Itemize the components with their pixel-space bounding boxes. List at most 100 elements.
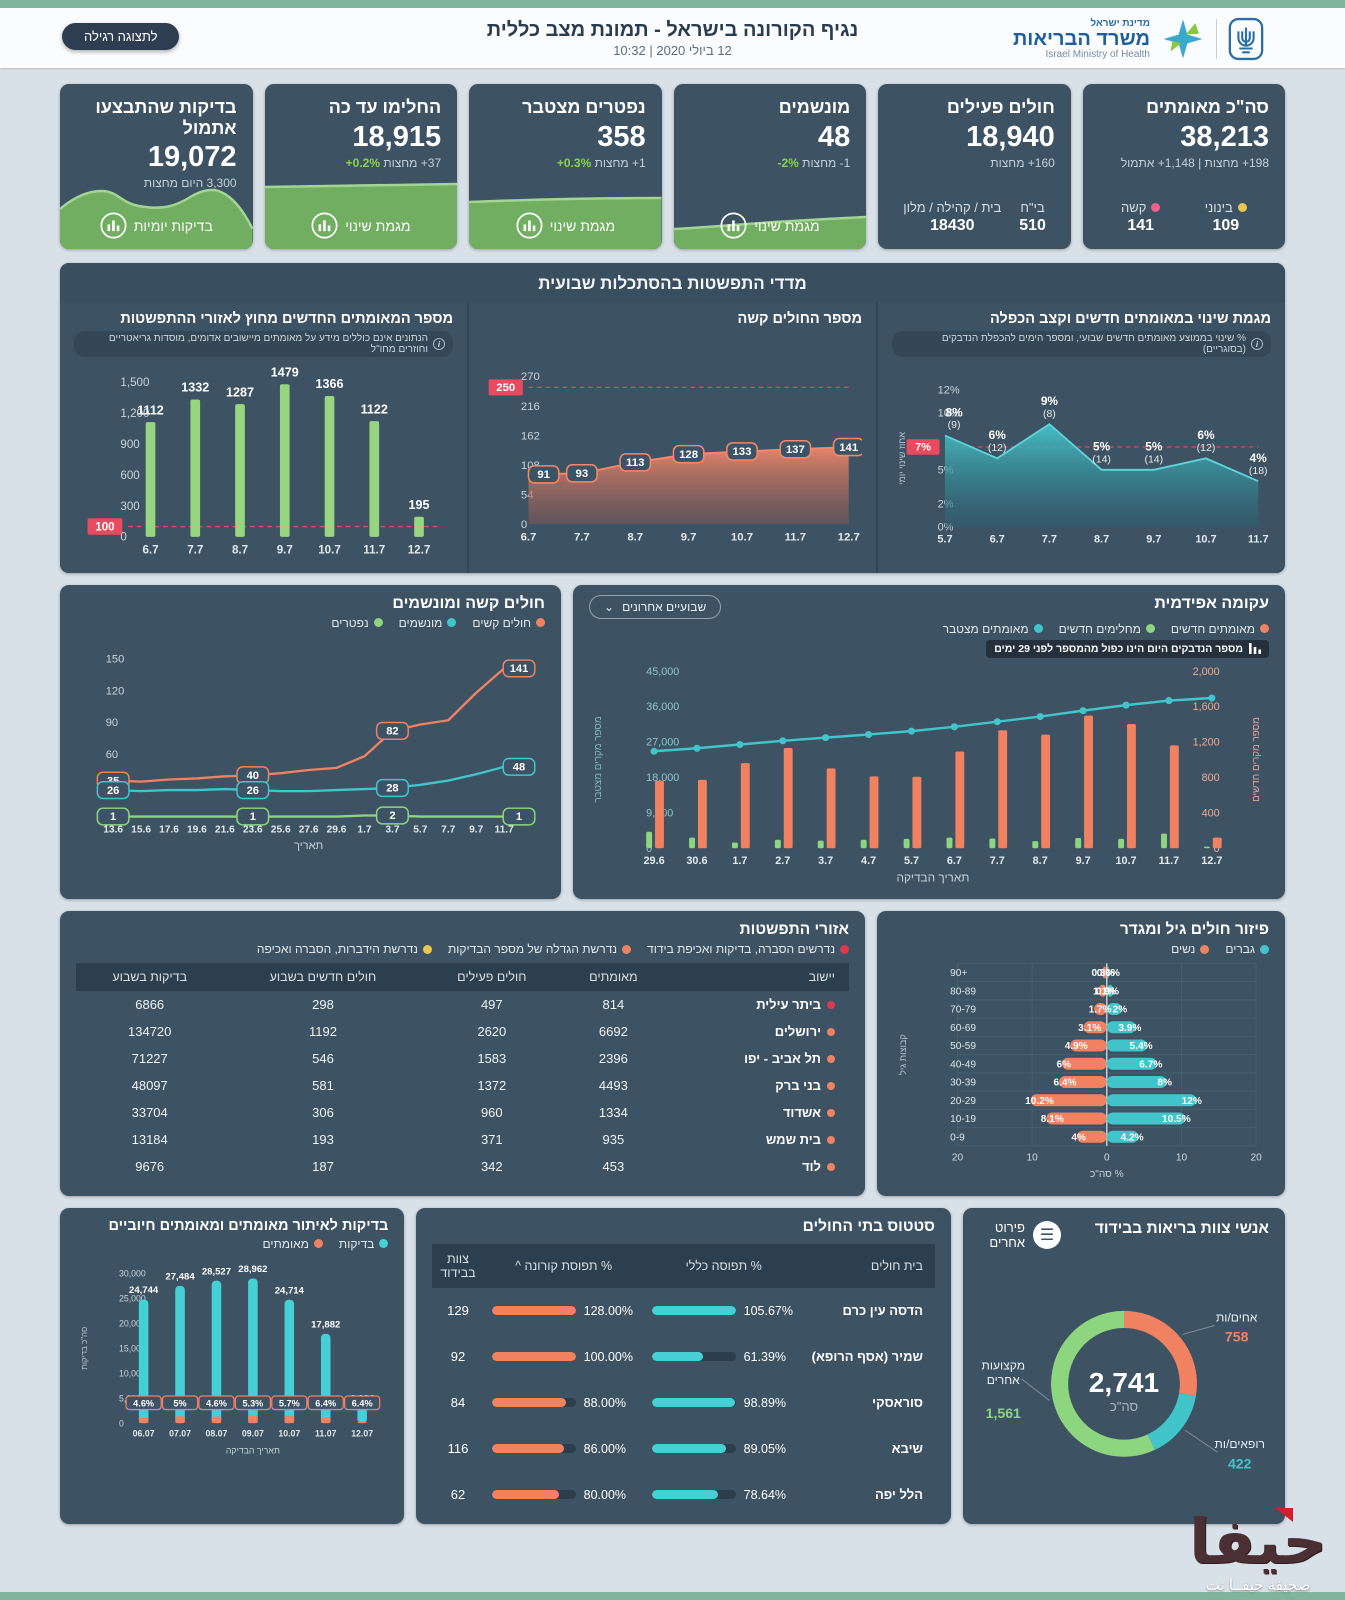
- trend-button[interactable]: מגמת שינוי: [265, 212, 458, 239]
- legend-item: מונשמים: [399, 616, 457, 630]
- svg-text:17.6: 17.6: [159, 824, 179, 835]
- svg-text:162: 162: [521, 430, 540, 442]
- svg-text:+90: +90: [950, 968, 967, 979]
- svg-text:120: 120: [106, 685, 125, 697]
- svg-text:133: 133: [733, 446, 752, 458]
- svg-text:1,200: 1,200: [120, 407, 149, 420]
- svg-text:מספר מקרים מצטבר: מספר מקרים מצטבר: [593, 717, 604, 803]
- svg-text:10: 10: [1176, 1153, 1188, 1164]
- kpi-card-recovered: החלימו עד כה 18,915 ‎+37‎ מחצות ‎+0.2% מגמת…: [264, 84, 458, 249]
- chart-title: חולים קשה ומונשמים: [392, 594, 545, 612]
- table-header[interactable]: מאומתים: [561, 963, 666, 992]
- table-header[interactable]: חולים חדשים בשבוע: [223, 963, 423, 992]
- svg-text:קבוצות גיל: קבוצות גיל: [898, 1034, 908, 1075]
- table-header[interactable]: בית חולים: [803, 1243, 935, 1288]
- ministry-logo: מדינת ישראל משרד הבריאות Israel Ministry…: [1013, 16, 1265, 62]
- table-header[interactable]: % תפוסה כללי: [643, 1243, 804, 1288]
- chart-svg: 1,500 1,200 900 600 300 100 0 1112 6.7 1332 7.7 128…: [87, 366, 442, 556]
- chart-title: אנשי צוות בריאות בבידוד: [1094, 1219, 1269, 1237]
- kpi-delta: 3,300 היום מחצות: [143, 176, 237, 191]
- svg-text:(9): (9): [948, 419, 961, 431]
- kpi-stat: קשה 141: [1121, 200, 1161, 235]
- svg-text:9.7: 9.7: [681, 531, 697, 543]
- svg-text:21.6: 21.6: [215, 824, 235, 835]
- table-header[interactable]: % תפוסת קורונה ^: [483, 1243, 644, 1288]
- svg-text:4.6%: 4.6%: [133, 1398, 154, 1408]
- page-title: נגיף הקורונה בישראל - תמונת מצב כללית: [486, 18, 859, 41]
- status-dot: [827, 1163, 835, 1172]
- svg-text:6.7%: 6.7%: [1139, 1060, 1162, 1071]
- legend-item: נדרשת הידברות, הסברה ואכיפה: [257, 942, 432, 956]
- svg-text:4%: 4%: [1071, 1132, 1086, 1143]
- status-dot: [827, 1001, 835, 1010]
- svg-text:8.7: 8.7: [1033, 855, 1048, 867]
- detail-others-button[interactable]: ☰ פירוט אחרים: [979, 1220, 1061, 1251]
- svg-text:10.5%: 10.5%: [1162, 1114, 1191, 1125]
- svg-text:27,484: 27,484: [165, 1271, 195, 1282]
- kpi-stat: בי"ח 510: [1019, 200, 1046, 234]
- svg-text:13.6: 13.6: [103, 824, 123, 835]
- occupancy-bar: [651, 1444, 736, 1454]
- table-row: ירושלים 6692 2620 1192 134720: [76, 1018, 849, 1045]
- svg-text:0.9%: 0.9%: [1096, 987, 1119, 998]
- legend-dot: [1260, 624, 1269, 634]
- legend-dot: [1033, 624, 1043, 634]
- status-dot: [1151, 203, 1161, 212]
- svg-text:6%: 6%: [1056, 1060, 1071, 1071]
- kpi-card-tests: בדיקות שהתבצעו אתמול 19,072 3,300 היום מחצ…: [60, 84, 253, 249]
- period-dropdown[interactable]: שבועיים אחרונים ⌄: [589, 594, 722, 619]
- svg-text:4.6%: 4.6%: [206, 1398, 227, 1408]
- svg-text:2,741: 2,741: [1089, 1366, 1159, 1398]
- kpi-delta: ‎+1‎ מחצות ‎+0.3%: [556, 155, 646, 170]
- chart-title: סטטוס בתי החולים: [802, 1217, 935, 1235]
- legend-item: נדרשת הגדלה של מספר הבדיקות: [448, 942, 632, 956]
- svg-text:11.7: 11.7: [494, 824, 514, 835]
- kpi-title: חולים פעילים: [946, 97, 1055, 117]
- legend-item: חולים קשים: [472, 616, 545, 630]
- svg-text:422: 422: [1228, 1455, 1252, 1471]
- svg-text:% סה"כ: % סה"כ: [1090, 1169, 1124, 1180]
- svg-text:9.7: 9.7: [1076, 855, 1091, 867]
- table-row: סוראסקי 98.89% 88.00% 84: [432, 1379, 935, 1426]
- svg-text:תאריך הבדיקה: תאריך הבדיקה: [226, 1445, 280, 1455]
- svg-text:137: 137: [786, 444, 805, 456]
- tests-legend: בדיקות מאומתים: [76, 1237, 389, 1251]
- epidemic-curve-panel: עקומה אפידמית שבועיים אחרונים ⌄ מאומתים ח…: [573, 584, 1285, 900]
- legend-dot: [1260, 944, 1269, 954]
- svg-text:11.7: 11.7: [1159, 855, 1179, 867]
- table-header[interactable]: בדיקות בשבוע: [76, 963, 224, 992]
- svg-text:3.1%: 3.1%: [1078, 1023, 1101, 1034]
- svg-text:0: 0: [646, 844, 652, 856]
- svg-text:0-9: 0-9: [950, 1132, 965, 1143]
- corona-occupancy-bar: [491, 1444, 576, 1454]
- info-icon: i: [1251, 338, 1263, 350]
- chart-svg: 45,00036,00027,00018,0009,00002,0001,600…: [593, 666, 1262, 885]
- trend-button[interactable]: בדיקות יומיות: [60, 212, 253, 239]
- svg-text:אחים/ות: אחים/ות: [1216, 1310, 1258, 1324]
- epidemic-legend: מאומתים חדשים מחלימים חדשים מאומתים מצטבר: [589, 622, 1269, 636]
- normal-view-button[interactable]: לתצוגה רגילה: [62, 23, 180, 50]
- svg-text:10%: 10%: [938, 407, 960, 419]
- legend-item: נפטרים: [331, 616, 383, 630]
- svg-text:10.7: 10.7: [1115, 855, 1136, 867]
- svg-text:1112: 1112: [137, 403, 164, 417]
- svg-text:0: 0: [1214, 844, 1220, 856]
- svg-text:128: 128: [679, 449, 698, 461]
- trend-button[interactable]: מגמת שינוי: [469, 212, 662, 239]
- svg-text:23.6: 23.6: [243, 824, 263, 835]
- legend-item: מאומתים מצטבר: [943, 622, 1043, 636]
- svg-text:80-89: 80-89: [950, 987, 976, 998]
- corona-occupancy-bar: [491, 1306, 576, 1316]
- chart-note: i% שינוי בממוצע מאומתים חדשים שבועי, ומס…: [892, 331, 1271, 357]
- chart-note: i הנתונים אינם כוללים מידע על מאומתים מיי…: [74, 331, 453, 357]
- sparkline: [673, 215, 867, 249]
- legend-dot: [1145, 624, 1155, 634]
- table-header[interactable]: צוות בבידוד: [432, 1243, 484, 1288]
- table-header[interactable]: חולים פעילים: [422, 963, 562, 992]
- occupancy-bar: [651, 1306, 736, 1316]
- kpi-value: 358: [597, 120, 646, 153]
- svg-text:מספר מקרים חדשים: מספר מקרים חדשים: [1251, 718, 1262, 803]
- trend-button[interactable]: מגמת שינוי: [674, 212, 867, 239]
- table-header[interactable]: יישוב: [665, 963, 849, 992]
